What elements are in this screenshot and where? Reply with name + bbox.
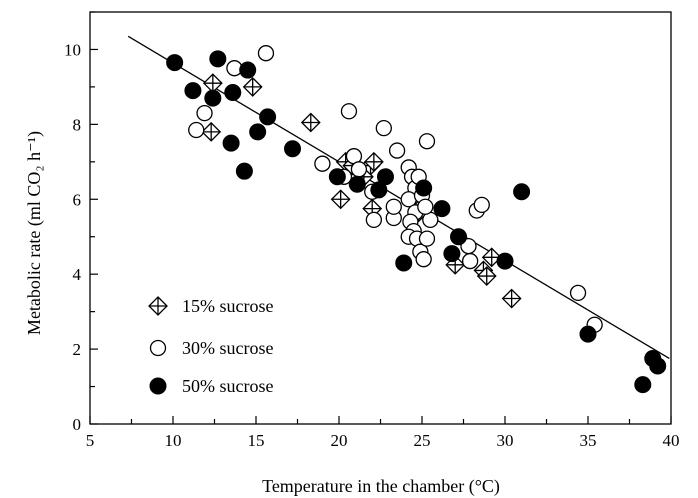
point-50-sucrose [222, 134, 240, 152]
x-tick-label: 40 [663, 431, 680, 450]
point-50-sucrose [284, 140, 302, 158]
point-30-sucrose [350, 161, 368, 178]
axes: 5 10 15 20 25 30 35 40 0 2 4 6 8 10 [64, 11, 680, 450]
y-tick-label: 0 [73, 415, 82, 434]
point-15-sucrose [202, 73, 223, 94]
point-15-sucrose [476, 266, 497, 286]
point-50-sucrose [328, 168, 346, 186]
x-tick-label: 20 [331, 431, 348, 450]
regression-line [127, 35, 670, 360]
point-50-sucrose [259, 108, 277, 126]
point-30-sucrose [417, 198, 434, 215]
point-30-sucrose [314, 155, 331, 172]
point-50-sucrose [376, 168, 394, 186]
point-50-sucrose [348, 175, 366, 193]
point-50-sucrose [634, 376, 652, 394]
point-50-sucrose [415, 179, 433, 197]
point-30-sucrose [188, 121, 205, 139]
point-30-sucrose [196, 104, 213, 122]
x-tick-label: 15 [248, 431, 265, 450]
x-tick-label: 35 [580, 431, 597, 450]
y-tick-label: 6 [73, 190, 82, 209]
point-30-sucrose [461, 252, 479, 270]
point-15-sucrose [242, 76, 263, 97]
x-axis-title: Temperature in the chamber (°C) [262, 476, 500, 497]
y-axis-title: Metabolic rate (ml CO₂ h⁻¹) [24, 131, 45, 335]
point-30-sucrose [569, 284, 587, 302]
y-tick-label: 2 [73, 340, 82, 359]
legend-label-30-sucrose: 30% sucrose [182, 338, 273, 358]
x-tick-label: 30 [497, 431, 514, 450]
point-15-sucrose [300, 112, 321, 133]
x-tick-label: 5 [86, 431, 95, 450]
point-15-sucrose [481, 247, 502, 268]
legend-label-50-sucrose: 50% sucrose [182, 376, 273, 396]
y-tick-label: 8 [73, 115, 82, 134]
point-30-sucrose [375, 119, 392, 137]
point-50-sucrose [496, 252, 514, 270]
point-50-sucrose [239, 61, 257, 79]
legend-marker-50-sucrose [149, 377, 167, 395]
point-50-sucrose [649, 357, 667, 375]
point-30-sucrose [473, 196, 490, 214]
x-tick-label: 25 [414, 431, 431, 450]
point-15-sucrose [363, 151, 384, 172]
point-30-sucrose [388, 142, 406, 159]
point-30-sucrose [257, 45, 275, 62]
point-50-sucrose [209, 50, 227, 68]
point-50-sucrose [395, 254, 413, 272]
point-30-sucrose [365, 211, 383, 229]
x-tick-label: 10 [165, 431, 182, 450]
point-50-sucrose [433, 200, 451, 218]
point-15-sucrose [330, 189, 351, 210]
point-50-sucrose [513, 183, 531, 201]
point-30-sucrose [340, 103, 358, 120]
point-50-sucrose [184, 82, 202, 100]
point-50-sucrose [224, 84, 242, 102]
legend: 15% sucrose 30% sucrose 50% sucrose [148, 296, 273, 396]
legend-marker-30-sucrose [149, 339, 167, 357]
point-50-sucrose [579, 325, 597, 343]
point-50-sucrose [450, 228, 468, 246]
point-15-sucrose [501, 288, 522, 309]
point-50-sucrose [443, 245, 461, 263]
point-30-sucrose [415, 251, 432, 268]
data-points [166, 45, 667, 394]
legend-marker-15-sucrose [148, 296, 168, 316]
legend-label-15-sucrose: 15% sucrose [182, 296, 273, 316]
point-30-sucrose [418, 230, 436, 247]
point-50-sucrose [204, 89, 222, 107]
point-30-sucrose [385, 198, 402, 215]
point-50-sucrose [235, 162, 253, 180]
regression-line-group [127, 35, 670, 360]
y-tick-label: 4 [73, 265, 82, 284]
point-50-sucrose [249, 123, 267, 141]
point-15-sucrose [201, 121, 222, 142]
y-tick-label: 10 [64, 40, 81, 59]
point-50-sucrose [166, 54, 184, 72]
point-30-sucrose [418, 133, 436, 150]
